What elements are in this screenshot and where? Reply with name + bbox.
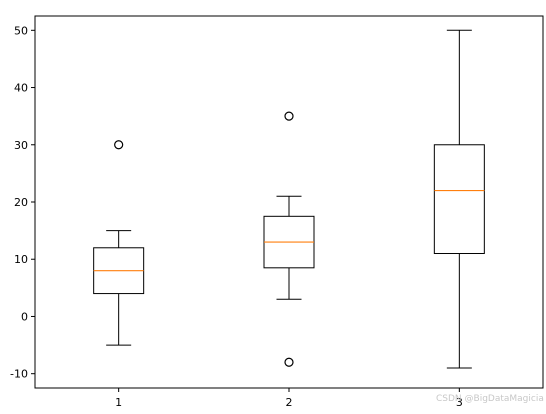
outlier-point (284, 111, 294, 121)
box (433, 144, 485, 255)
y-tick-label: 40 (14, 82, 28, 95)
y-tick-label: 30 (14, 139, 28, 152)
box-group-1 (93, 140, 145, 346)
boxes-layer (93, 29, 485, 369)
x-axis: 1 2 3 (115, 388, 463, 409)
box-group-3 (433, 29, 485, 369)
y-tick-label: 0 (21, 310, 28, 323)
box-group-2 (263, 111, 315, 367)
outlier-point (284, 357, 294, 367)
watermark: CSDN @BigDataMagiciar (436, 394, 544, 404)
y-tick-label: -10 (10, 368, 28, 381)
y-tick-label: 20 (14, 196, 28, 209)
outlier-point (114, 140, 124, 150)
y-tick-label: 50 (14, 24, 28, 37)
x-tick-label: 1 (115, 396, 122, 409)
y-tick-label: 10 (14, 253, 28, 266)
y-axis: -10 0 10 20 30 40 50 (10, 24, 35, 381)
x-tick-label: 3 (456, 396, 463, 409)
x-tick-label: 2 (286, 396, 293, 409)
